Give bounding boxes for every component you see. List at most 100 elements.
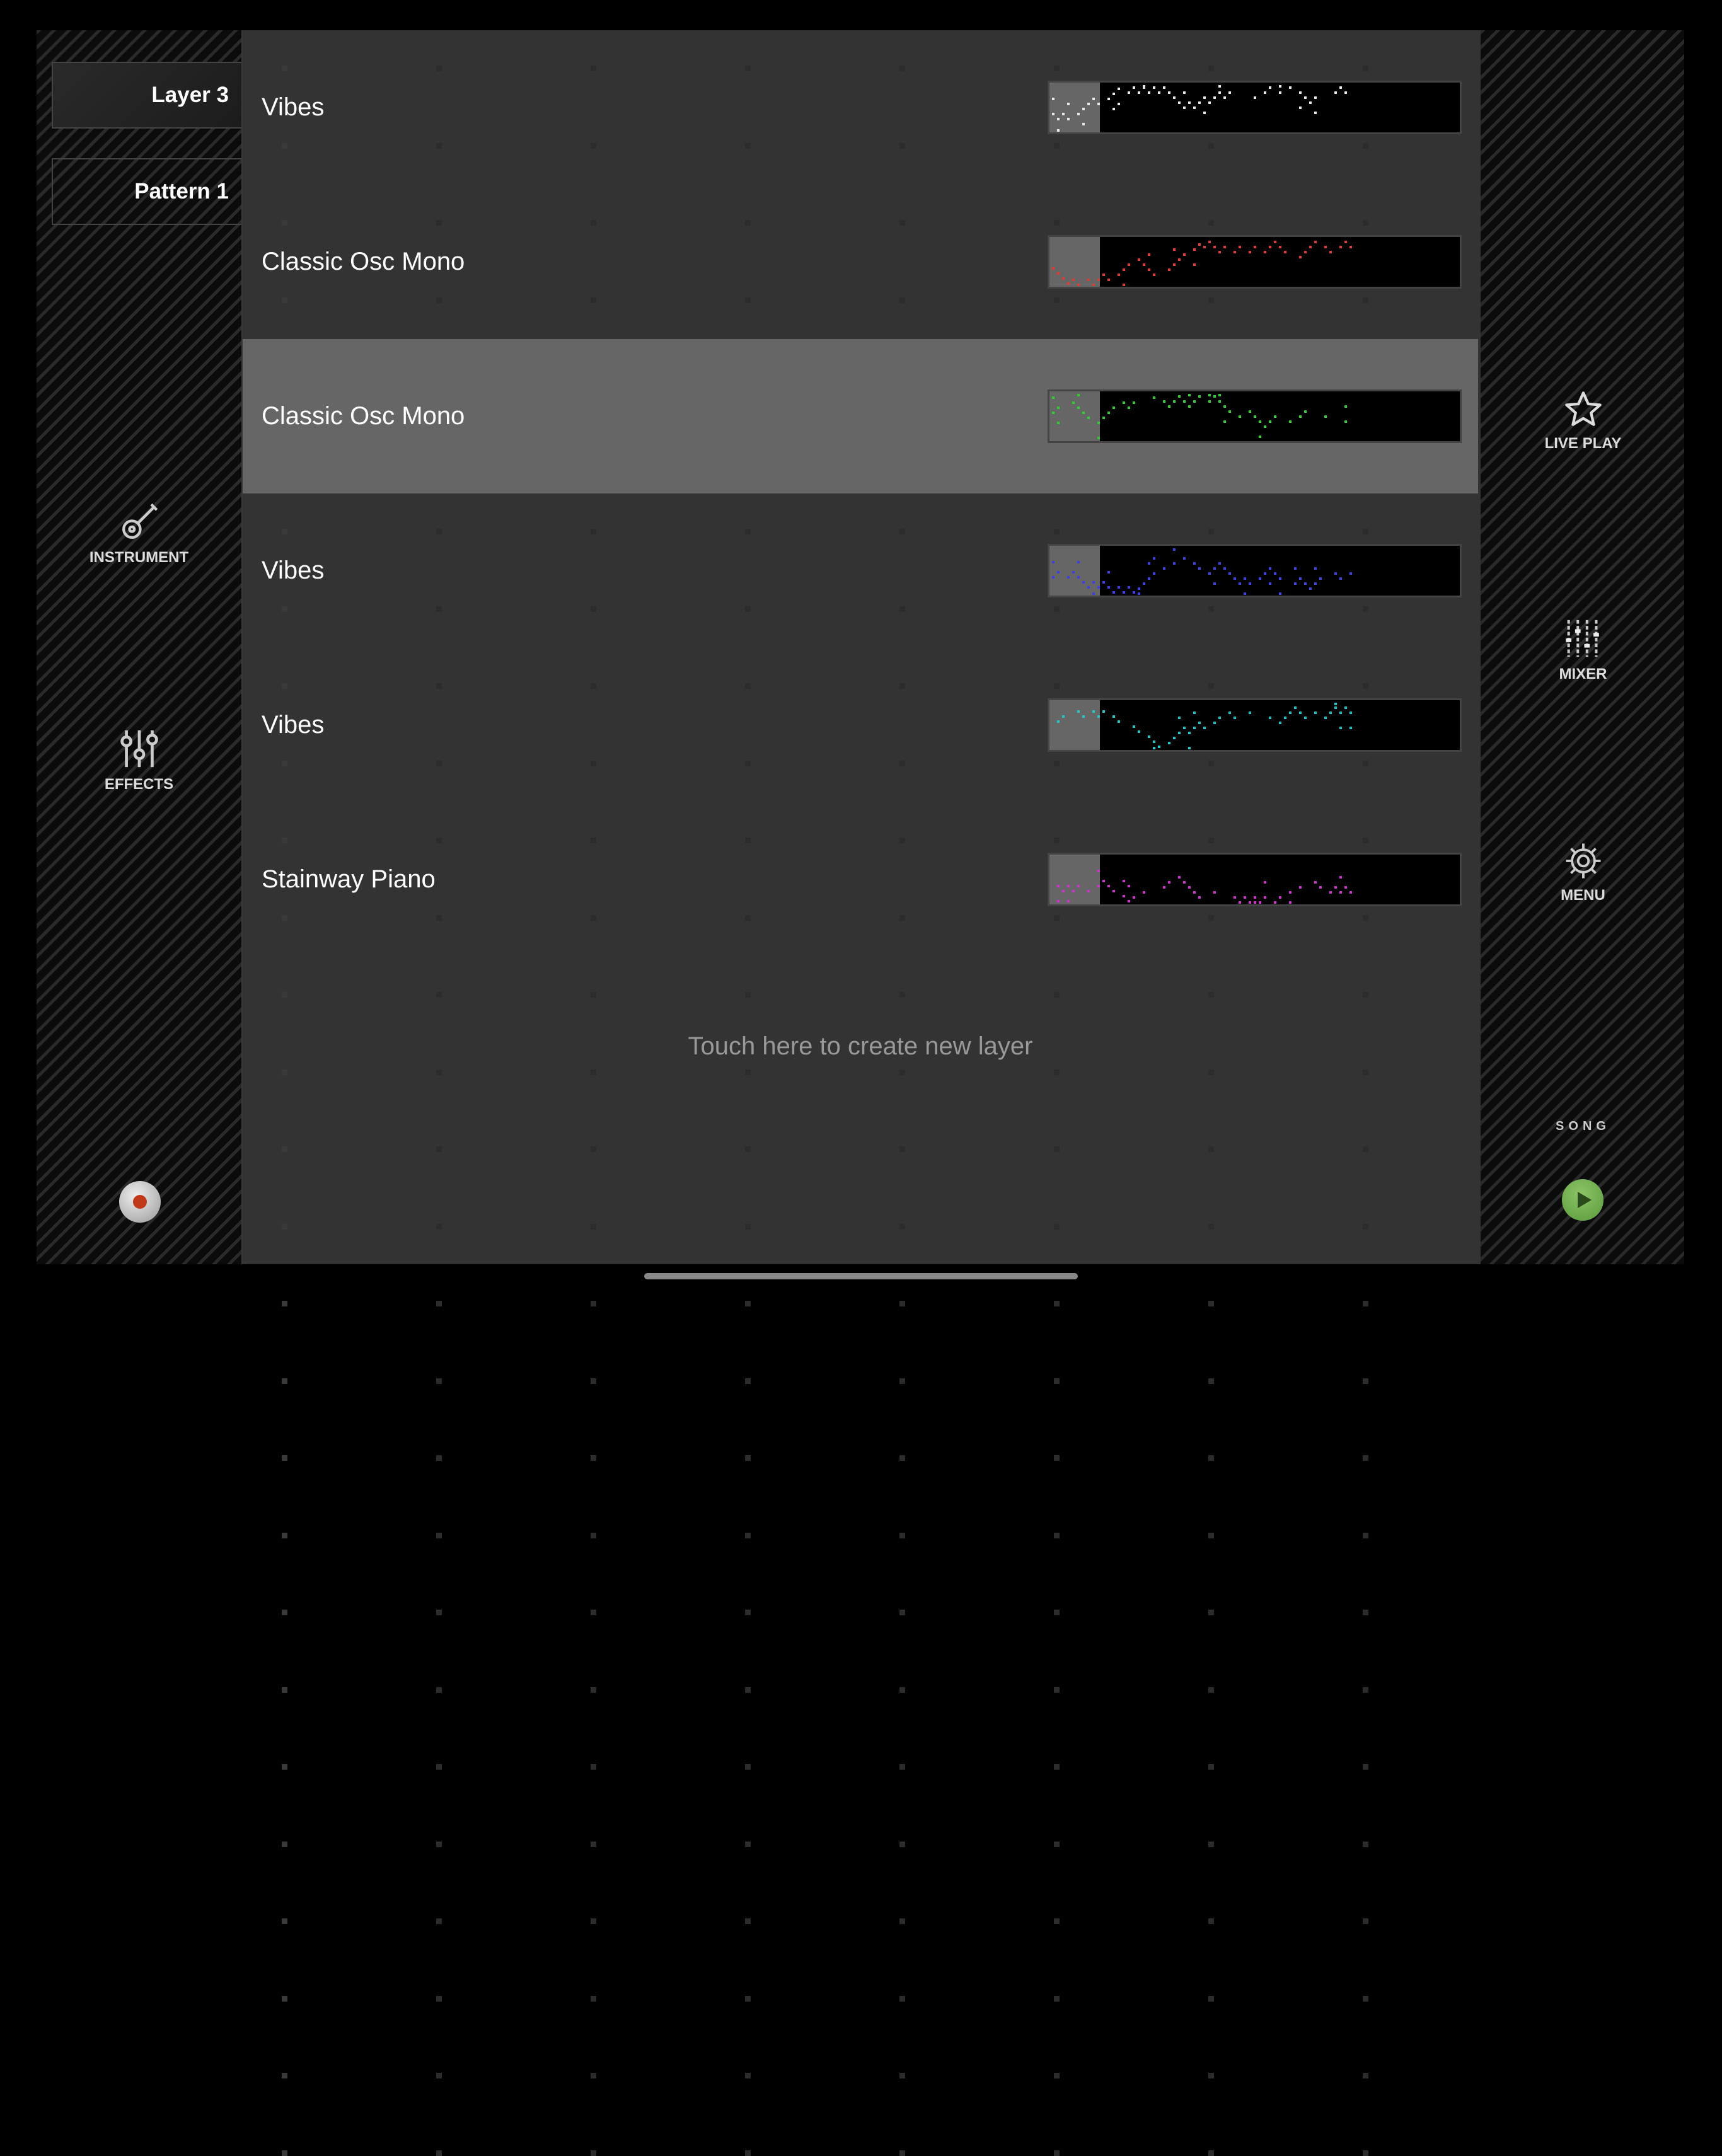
effects-button[interactable]: EFFECTS (37, 727, 241, 793)
grid-dot (282, 1223, 287, 1230)
pattern-note (1173, 562, 1176, 565)
pattern-note (1339, 577, 1342, 580)
pattern-thumbnail[interactable] (1048, 698, 1462, 752)
pattern-note (1097, 586, 1100, 589)
pattern-note (1097, 279, 1100, 281)
pattern-thumbnail[interactable] (1048, 81, 1462, 134)
pattern-note (1173, 737, 1176, 739)
pattern-note (1183, 91, 1186, 94)
layer-row[interactable]: Classic Osc Mono env delay lowpass (243, 185, 1478, 339)
pattern-thumbnail[interactable] (1048, 235, 1462, 289)
pattern-note (1188, 405, 1191, 408)
mixer-button[interactable]: MIXER (1481, 616, 1685, 683)
pattern-note (1299, 415, 1302, 418)
pattern-note (1082, 123, 1085, 125)
grid-dot (745, 142, 751, 149)
grid-dot (282, 683, 287, 689)
pattern-thumbnail[interactable] (1048, 853, 1462, 906)
grid-dot (745, 606, 751, 612)
pattern-note (1234, 251, 1236, 253)
layer-row[interactable]: Vibes delay (243, 30, 1478, 185)
grid-dot (282, 1146, 287, 1152)
layer-row[interactable]: Stainway Piano env lowpass (243, 802, 1478, 957)
grid-dot (1054, 1610, 1060, 1615)
mixer-icon (1565, 620, 1599, 657)
pattern-note (1057, 885, 1060, 887)
pattern-note (1249, 712, 1251, 714)
live-play-button[interactable]: LIVE PLAY (1481, 389, 1685, 453)
grid-dot (899, 914, 905, 921)
grid-dot (1363, 1841, 1368, 1847)
instrument-button[interactable]: INSTRUMENT (37, 500, 241, 567)
home-indicator[interactable] (644, 1273, 1078, 1279)
pattern-note (1279, 246, 1281, 248)
pattern-note (1319, 886, 1322, 889)
pattern-note (1198, 101, 1201, 104)
pattern-note (1334, 572, 1337, 575)
grid-dot (1363, 1764, 1368, 1770)
create-new-layer-button[interactable]: Touch here to create new layer (688, 1032, 1033, 1060)
pattern-note (1349, 246, 1352, 248)
grid-dot (436, 1841, 442, 1847)
pattern-note (1092, 98, 1095, 100)
pattern-note (1349, 712, 1352, 714)
pattern-note (1218, 562, 1221, 565)
pattern-note (1118, 586, 1120, 589)
grid-dot (899, 142, 905, 149)
pattern-note (1097, 870, 1100, 872)
grid-dot (282, 1378, 287, 1384)
pattern-note (1168, 405, 1170, 408)
pattern-note (1193, 562, 1196, 565)
pattern-note (1299, 91, 1302, 94)
pattern-note (1107, 586, 1110, 589)
layer-tab[interactable]: Layer 3 (52, 62, 241, 129)
pattern-note (1213, 722, 1216, 724)
left-sidebar: Layer 3 Pattern 1 INSTRUMENT EFFECTS (37, 30, 241, 1264)
pattern-note (1324, 717, 1327, 719)
grid-dot (1363, 529, 1368, 534)
pattern-note (1112, 591, 1115, 594)
pattern-note (1339, 891, 1342, 894)
pattern-thumbnail[interactable] (1048, 544, 1462, 597)
grid-dot (899, 760, 905, 766)
pattern-note (1067, 885, 1070, 887)
pattern-note (1274, 241, 1276, 243)
pattern-note (1254, 246, 1256, 248)
grid-dot (436, 838, 442, 843)
grid-dot (1208, 66, 1214, 71)
grid-dot (1054, 2073, 1060, 2078)
song-play-button[interactable] (1562, 1179, 1604, 1221)
layer-instrument-name: Vibes (262, 711, 325, 739)
pattern-note (1228, 572, 1231, 575)
pattern-note (1299, 577, 1302, 580)
pattern-note (1173, 248, 1176, 251)
grid-dot (591, 1995, 596, 2002)
layer-row[interactable]: Classic Osc Mono env delay lowpass (243, 339, 1478, 493)
grid-dot (436, 1995, 442, 2002)
song-label: SONG (1556, 1119, 1610, 1133)
pattern-note (1123, 895, 1125, 897)
layer-row[interactable]: Vibes env delay (243, 648, 1478, 802)
pattern-note (1153, 572, 1155, 575)
grid-dot (745, 529, 751, 534)
pattern-note (1097, 103, 1100, 105)
grid-dot (1208, 2150, 1214, 2156)
pattern-note (1339, 727, 1342, 729)
grid-dot (1208, 297, 1214, 303)
record-button[interactable] (119, 1181, 161, 1223)
grid-dot (436, 66, 442, 71)
menu-button[interactable]: MENU (1481, 840, 1685, 904)
pattern-thumbnail[interactable] (1048, 389, 1462, 443)
pattern-note (1259, 435, 1261, 438)
pattern-note (1284, 717, 1286, 719)
pattern-note (1087, 586, 1090, 589)
layer-row[interactable]: Vibes env delay notch (243, 493, 1478, 648)
layer-instrument-name: Stainway Piano (262, 865, 436, 893)
pattern-note (1239, 901, 1241, 904)
grid-dot (436, 220, 442, 226)
pattern-note (1148, 735, 1150, 738)
pattern-tab[interactable]: Pattern 1 (52, 158, 241, 225)
grid-dot (1208, 1378, 1214, 1384)
pattern-note (1213, 395, 1216, 398)
grid-dot (591, 1764, 596, 1770)
